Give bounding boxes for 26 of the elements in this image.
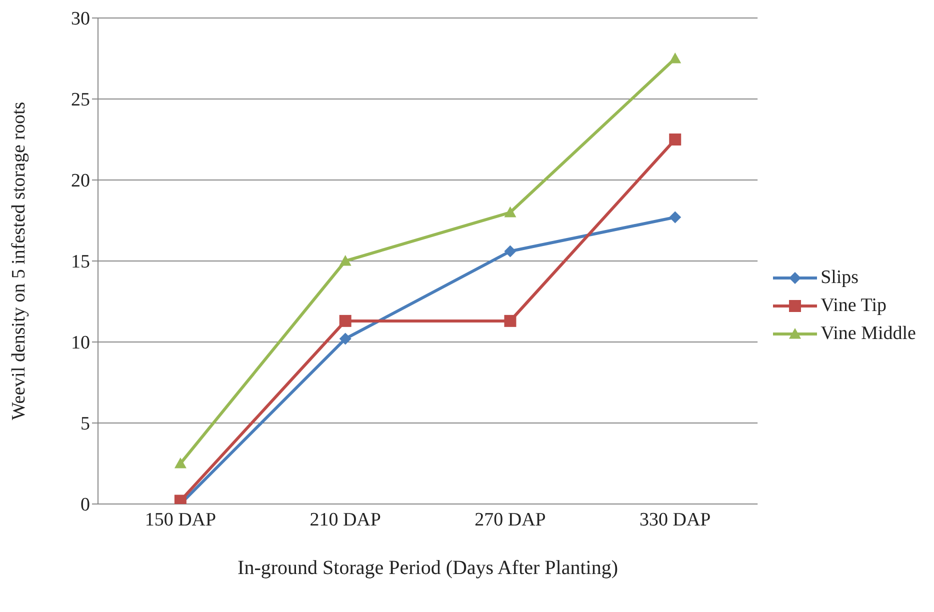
point: [504, 206, 516, 218]
point: [669, 211, 682, 224]
legend-label: Vine Tip: [820, 295, 886, 317]
point: [174, 458, 186, 468]
point: [339, 255, 352, 266]
y-tick-label: 30: [71, 8, 90, 30]
point: [504, 245, 516, 258]
x-axis-title: In-ground Storage Period (Days After Planting): [238, 557, 618, 579]
legend-label: Slips: [820, 267, 859, 289]
x-tick-label: 210 DAP: [310, 509, 381, 530]
y-tick-label: 0: [80, 494, 90, 516]
x-tick-label: 150 DAP: [144, 509, 216, 530]
point: [669, 134, 682, 146]
y-tick-label: 25: [71, 90, 90, 111]
point: [339, 332, 352, 345]
y-tick-label: 5: [80, 414, 90, 435]
y-axis-title: Weevil density on 5 infested storage roots: [8, 102, 30, 420]
point: [504, 314, 516, 327]
legend-label: Vine Middle: [820, 323, 916, 345]
y-tick-label: 15: [71, 252, 90, 273]
x-tick-label: 330 DAP: [639, 509, 711, 530]
point: [669, 52, 682, 64]
point: [339, 314, 352, 327]
y-tick-label: 10: [71, 332, 90, 354]
x-tick-label: 270 DAP: [474, 509, 546, 530]
y-tick-label: 20: [71, 170, 90, 192]
